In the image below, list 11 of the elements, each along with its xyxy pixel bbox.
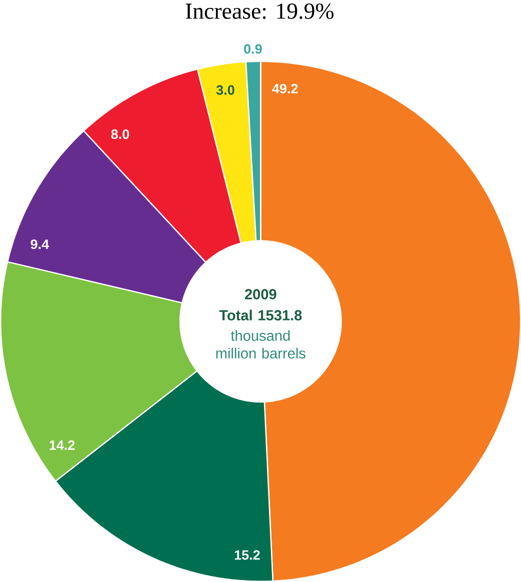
data-label: 14.2 [50,440,75,450]
text: Total 1531.8 [219,310,302,320]
data-label: 9.4 [30,239,50,250]
text: 2009 [245,289,276,300]
text: thousand million barrels [216,330,306,359]
data-label: 3.0 [216,85,234,95]
data-label: 15.2 [235,550,260,560]
data-label: 49.2 [272,84,298,94]
chart-title: Increase: 19.9% [186,3,334,20]
data-label: 8.0 [111,129,130,139]
data-label: 0.9 [244,44,262,54]
